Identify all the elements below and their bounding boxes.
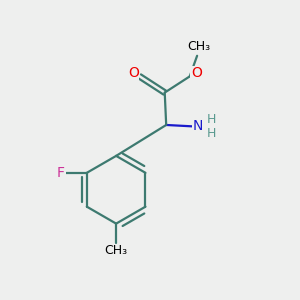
Text: H: H xyxy=(207,113,216,127)
Text: O: O xyxy=(191,66,202,80)
Text: CH₃: CH₃ xyxy=(187,40,210,53)
Text: F: F xyxy=(57,166,65,180)
Text: N: N xyxy=(193,119,203,134)
Text: O: O xyxy=(128,66,139,80)
Text: H: H xyxy=(207,127,216,140)
Text: CH₃: CH₃ xyxy=(105,244,128,257)
